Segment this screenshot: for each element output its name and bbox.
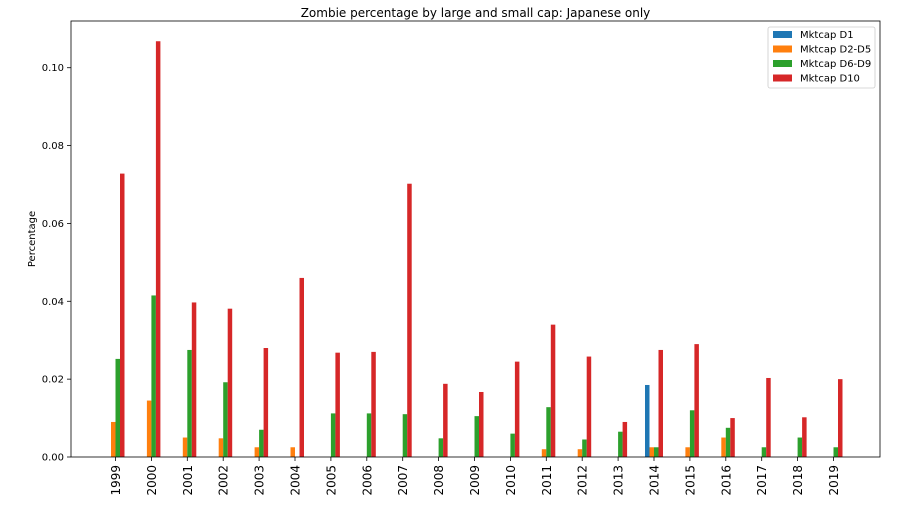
x-tick-label: 2015	[683, 465, 697, 496]
bar-mktcap-d10-2010	[514, 361, 520, 457]
bar-mktcap-d2-d5-2016	[721, 437, 726, 457]
x-tick-label: 2017	[755, 465, 769, 496]
bar-mktcap-d6-d9-2010	[510, 433, 515, 457]
bar-mktcap-d2-d5-2004	[290, 447, 295, 457]
bar-mktcap-d6-d9-2000	[151, 295, 156, 457]
bar-mktcap-d10-2001	[191, 302, 197, 457]
bar-mktcap-d2-d5-1999	[111, 421, 116, 457]
bar-mktcap-d6-d9-2011	[546, 407, 551, 457]
bar-mktcap-d10-2012	[586, 356, 592, 457]
bars-group	[111, 41, 843, 457]
bar-mktcap-d2-d5-2011	[541, 449, 547, 457]
x-tick-label: 1999	[109, 465, 123, 496]
y-axis-label: Percentage	[27, 211, 38, 267]
bar-mktcap-d2-d5-2003	[254, 447, 260, 457]
x-tick-label: 2014	[648, 465, 662, 496]
x-tick-label: 2012	[576, 465, 590, 496]
x-tick-label: 2008	[432, 465, 446, 496]
bar-mktcap-d10-2014	[658, 349, 663, 457]
bar-mktcap-d6-d9-2017	[761, 447, 767, 457]
y-tick-label: 0.06	[42, 219, 64, 230]
x-tick-label: 2007	[396, 465, 410, 496]
bar-mktcap-d6-d9-2006	[366, 413, 372, 457]
bar-mktcap-d10-1999	[120, 173, 125, 457]
bar-mktcap-d10-2009	[479, 391, 484, 457]
bar-mktcap-d2-d5-2012	[577, 449, 583, 457]
bar-mktcap-d10-2013	[622, 421, 628, 457]
x-tick-label: 2011	[540, 465, 554, 496]
y-tick-label: 0.00	[42, 453, 64, 464]
bar-mktcap-d2-d5-2002	[218, 438, 224, 457]
bar-mktcap-d6-d9-1999	[115, 358, 120, 457]
legend-entry: Mktcap D1	[800, 30, 854, 41]
bar-mktcap-d2-d5-2000	[146, 400, 152, 457]
x-tick-label: 2019	[827, 465, 841, 496]
bar-mktcap-d6-d9-2016	[725, 427, 731, 457]
bar-mktcap-d10-2002	[227, 308, 233, 457]
bar-mktcap-d6-d9-2001	[187, 349, 192, 457]
bar-mktcap-d1-2014	[645, 384, 650, 457]
legend: Mktcap D1 Mktcap D2-D5 Mktcap D6-D9 Mktcap …	[767, 26, 876, 89]
y-axis-ticks: 0.00 0.02 0.04 0.06 0.08 0.10	[42, 63, 71, 464]
bar-mktcap-d10-2000	[155, 41, 161, 457]
y-tick-label: 0.08	[42, 141, 64, 152]
x-tick-label: 2009	[468, 465, 482, 496]
x-tick-label: 2018	[791, 465, 805, 496]
legend-swatch	[773, 74, 792, 82]
bar-mktcap-d10-2016	[730, 418, 735, 457]
legend-entry: Mktcap D10	[800, 74, 860, 85]
y-tick-label: 0.10	[42, 63, 64, 74]
bar-mktcap-d6-d9-2002	[223, 382, 228, 457]
legend-swatch	[773, 31, 792, 38]
bar-mktcap-d6-d9-2012	[582, 439, 587, 457]
bar-mktcap-d10-2006	[371, 351, 376, 457]
bar-mktcap-d6-d9-2003	[259, 429, 264, 457]
bar-mktcap-d10-2015	[694, 344, 699, 457]
x-tick-label: 2001	[181, 465, 195, 496]
legend-swatch	[773, 45, 792, 53]
bar-mktcap-d6-d9-2005	[330, 413, 336, 457]
x-tick-label: 2013	[612, 465, 626, 496]
legend-entry: Mktcap D6-D9	[800, 59, 871, 70]
bar-mktcap-d10-2004	[299, 277, 304, 457]
bar-mktcap-d6-d9-2007	[402, 414, 408, 457]
x-tick-label: 2010	[504, 465, 518, 496]
y-tick-label: 0.02	[42, 375, 64, 386]
plot-frame	[70, 20, 881, 458]
bar-mktcap-d10-2011	[550, 324, 556, 457]
bar-mktcap-d10-2017	[766, 377, 771, 457]
bar-mktcap-d10-2005	[335, 352, 340, 457]
bar-mktcap-d2-d5-2015	[685, 447, 690, 457]
bar-mktcap-d6-d9-2015	[689, 410, 695, 457]
x-tick-label: 2002	[217, 465, 231, 496]
bar-mktcap-d10-2008	[443, 383, 448, 457]
bar-mktcap-d6-d9-2013	[618, 431, 623, 457]
bar-mktcap-d10-2003	[263, 348, 269, 457]
bar-mktcap-d6-d9-2019	[833, 447, 838, 457]
bar-mktcap-d10-2007	[407, 183, 412, 457]
bar-mktcap-d6-d9-2014	[654, 447, 659, 457]
legend-entry: Mktcap D2-D5	[800, 45, 871, 56]
legend-swatch	[773, 60, 792, 67]
x-tick-label: 2006	[360, 465, 374, 496]
bar-mktcap-d6-d9-2018	[797, 437, 803, 457]
bar-mktcap-d6-d9-2009	[474, 416, 479, 457]
x-tick-label: 2004	[289, 465, 303, 496]
x-tick-label: 2000	[145, 465, 159, 496]
x-axis-ticks: 1999 2000 2001 2002 2003 2004 2005 2006 2007 2008…	[109, 457, 841, 496]
bar-mktcap-d10-2019	[838, 379, 843, 457]
bar-mktcap-d2-d5-2001	[182, 437, 188, 457]
legend-box	[767, 26, 876, 89]
x-tick-label: 2003	[253, 465, 267, 496]
y-tick-label: 0.04	[42, 297, 64, 308]
bar-mktcap-d6-d9-2008	[438, 438, 444, 457]
x-tick-label: 2016	[719, 465, 733, 496]
chart-title: Zombie percentage by large and small cap…	[301, 6, 651, 20]
x-tick-label: 2005	[324, 465, 338, 496]
bar-mktcap-d2-d5-2014	[649, 447, 654, 457]
bar-mktcap-d10-2018	[802, 417, 807, 457]
